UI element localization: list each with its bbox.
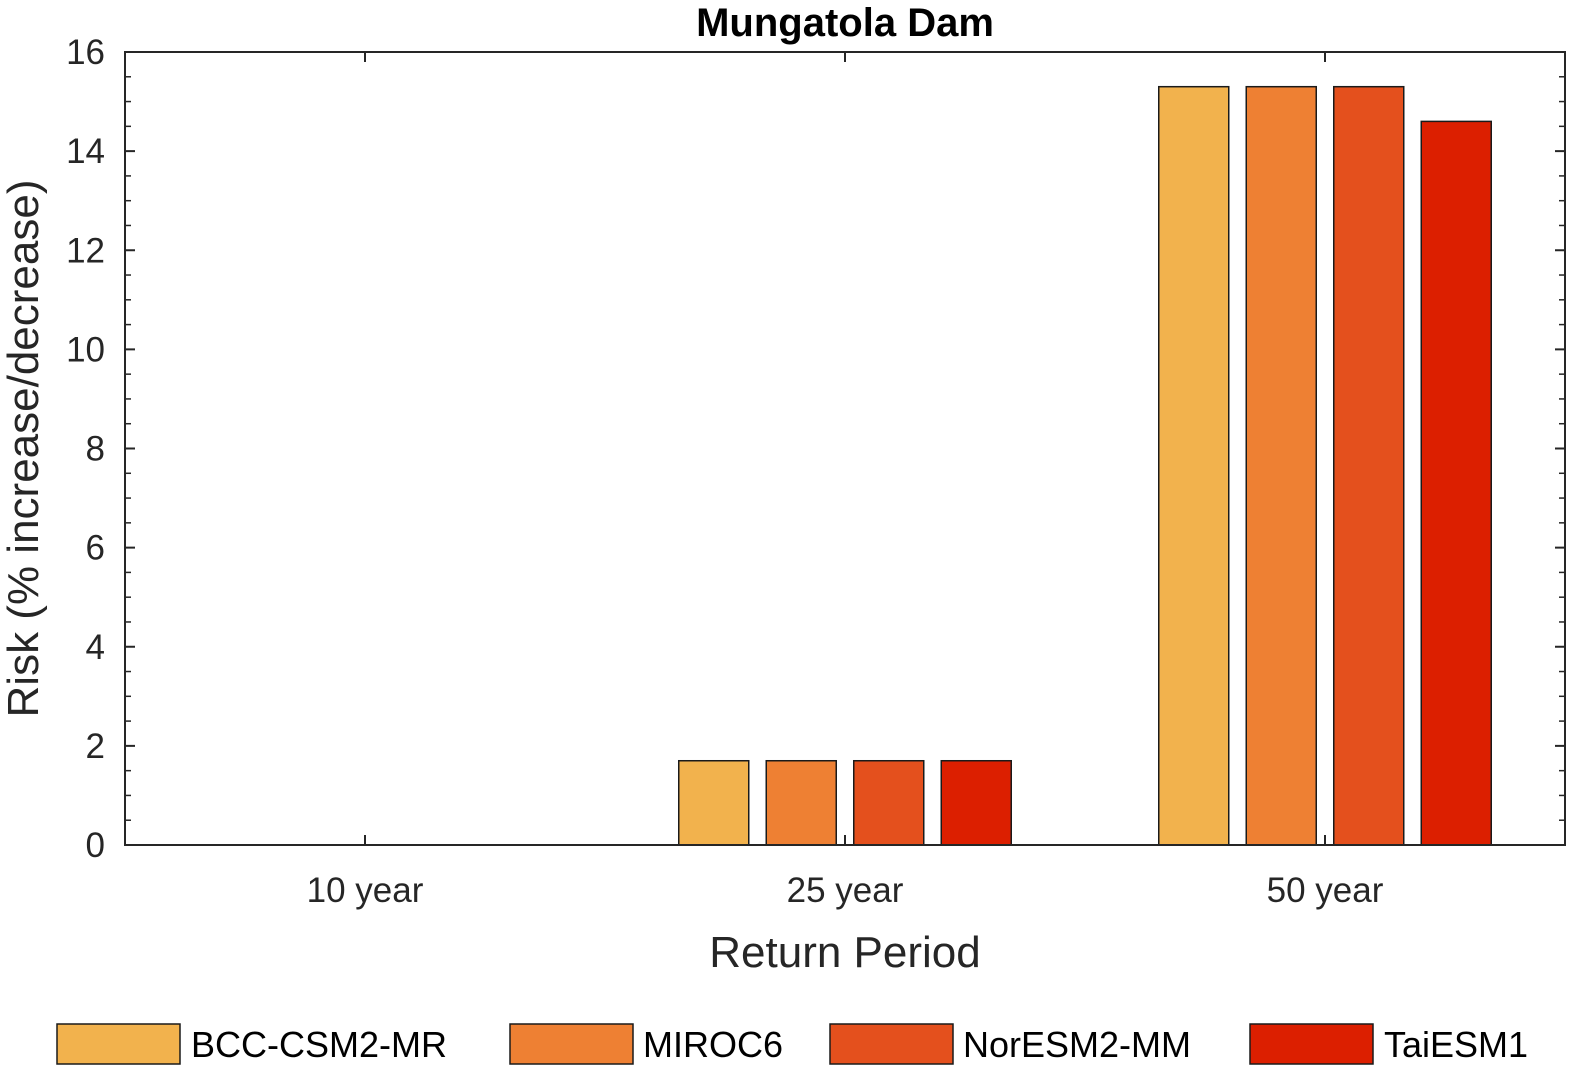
bar-bcc-csm2-mr-50-year (1158, 85, 1230, 846)
y-tick-label: 12 (66, 231, 105, 270)
legend-label: TaiESM1 (1384, 1024, 1528, 1065)
legend: BCC-CSM2-MR MIROC6 NorESM2-MM TaiESM1 (56, 1023, 1528, 1065)
x-axis-title: Return Period (709, 928, 980, 977)
x-tick-label: 50 year (1267, 871, 1384, 910)
y-axis-title: Risk (% increase/decrease) (0, 180, 48, 718)
bar-taiesm1-25-year (940, 759, 1012, 846)
y-tick-label: 10 (66, 330, 105, 369)
legend-label: NorESM2-MM (963, 1024, 1191, 1065)
y-tick-label: 8 (86, 430, 105, 469)
legend-item: MIROC6 (509, 1023, 783, 1065)
y-tick-label: 0 (86, 826, 105, 865)
bars-group (678, 85, 1492, 846)
y-tick-label: 6 (86, 529, 105, 568)
x-tick-label: 10 year (307, 871, 424, 910)
legend-swatch (829, 1023, 954, 1065)
chart-title: Mungatola Dam (696, 1, 994, 45)
bar-taiesm1-50-year (1420, 120, 1492, 846)
bar-bcc-csm2-mr-25-year (678, 759, 750, 846)
y-tick-label: 2 (86, 727, 105, 766)
legend-item: BCC-CSM2-MR (56, 1023, 447, 1065)
y-tick-label: 16 (66, 33, 105, 72)
plot-frame (124, 51, 1566, 846)
legend-swatch (56, 1023, 181, 1065)
legend-swatch (1249, 1023, 1374, 1065)
x-axis-ticks: 10 year 25 year 50 year (307, 52, 1384, 910)
y-tick-label: 4 (86, 628, 105, 667)
y-tick-label: 14 (66, 132, 105, 171)
bar-noresm2-mm-50-year (1333, 85, 1405, 846)
x-tick-label: 25 year (787, 871, 904, 910)
bar-miroc6-25-year (765, 759, 837, 846)
legend-label: MIROC6 (643, 1024, 783, 1065)
legend-item: NorESM2-MM (829, 1023, 1191, 1065)
y-axis-ticks: 0 2 4 6 8 10 12 14 16 (66, 33, 1565, 865)
legend-item: TaiESM1 (1249, 1023, 1528, 1065)
bar-noresm2-mm-25-year (853, 759, 925, 846)
legend-swatch (509, 1023, 634, 1065)
bar-miroc6-50-year (1245, 85, 1317, 846)
legend-label: BCC-CSM2-MR (191, 1024, 447, 1065)
